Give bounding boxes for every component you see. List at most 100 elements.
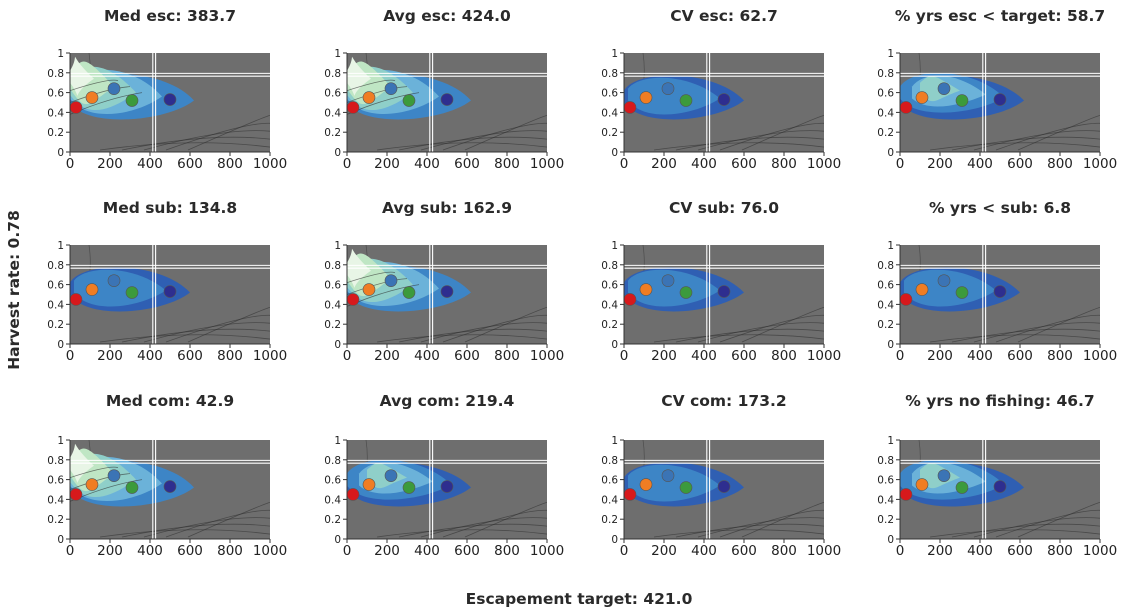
- x-tick-label: 800: [771, 348, 797, 364]
- y-tick-label: 1: [611, 240, 618, 252]
- y-tick-label: 0.6: [601, 280, 618, 292]
- y-tick-label: 0.6: [877, 88, 894, 100]
- contour-line: [741, 501, 824, 538]
- x-tick-label: 1000: [530, 348, 564, 364]
- data-point: [125, 286, 139, 299]
- x-tick-label: 200: [97, 543, 123, 559]
- y-tick-label: 0.2: [601, 319, 618, 331]
- data-point: [70, 488, 83, 501]
- y-tick-label: 1: [57, 48, 64, 60]
- x-tick-label: 800: [217, 348, 243, 364]
- x-tick-label: 800: [217, 156, 243, 172]
- data-point: [440, 285, 454, 298]
- x-tick-label: 800: [771, 156, 797, 172]
- contour-line: [719, 122, 824, 151]
- plot-area: [347, 440, 547, 539]
- data-point: [661, 274, 675, 287]
- x-tick-label: 400: [137, 348, 163, 364]
- data-point: [679, 286, 693, 299]
- data-point: [915, 91, 929, 104]
- contour-line: [165, 314, 270, 343]
- contour-line: [741, 306, 824, 343]
- y-tick-label: 0.2: [47, 319, 64, 331]
- contour-line: [398, 523, 547, 538]
- data-point: [362, 283, 376, 296]
- y-tick-label: 0.2: [877, 319, 894, 331]
- y-tick-label: 0.2: [877, 127, 894, 139]
- x-tick-label: 800: [217, 543, 243, 559]
- data-point: [163, 480, 177, 493]
- y-tick-label: 0.4: [877, 494, 894, 506]
- data-point: [107, 82, 121, 95]
- y-tick-label: 0.4: [324, 494, 341, 506]
- x-tick-label: 600: [1007, 156, 1033, 172]
- x-tick-label: 400: [967, 156, 993, 172]
- data-point: [624, 293, 637, 306]
- data-point: [70, 293, 83, 306]
- data-point: [163, 93, 177, 106]
- data-point: [347, 293, 360, 306]
- contour-line: [442, 509, 547, 538]
- y-tick-label: 0.6: [877, 475, 894, 487]
- contour-line: [442, 314, 547, 343]
- x-tick-label: 600: [454, 543, 480, 559]
- x-tick-label: 400: [137, 543, 163, 559]
- contour-line: [70, 79, 119, 92]
- y-tick-label: 0: [334, 147, 341, 159]
- data-point: [993, 93, 1007, 106]
- y-tick-label: 0.2: [324, 127, 341, 139]
- panel: Med esc: 383.7 0 0.2 0.4 0.6 0.8 1 0 200 400 600 80…: [47, 7, 287, 172]
- contour-line: [675, 328, 824, 343]
- plot-area: [624, 245, 824, 344]
- contour-line: [697, 322, 824, 343]
- x-tick-label: 600: [731, 156, 757, 172]
- x-tick-label: 800: [1047, 348, 1073, 364]
- data-point: [362, 478, 376, 491]
- plot-area: [70, 245, 270, 344]
- data-point: [70, 101, 83, 114]
- x-tick-label: 1000: [530, 543, 564, 559]
- y-tick-label: 0: [334, 339, 341, 351]
- x-tick-label: 800: [494, 348, 520, 364]
- x-tick-label: 400: [414, 543, 440, 559]
- panel: % yrs esc < target: 58.7 0 0.2 0.4 0.6 0.8 1 0 2…: [877, 7, 1117, 172]
- x-tick-label: 600: [1007, 348, 1033, 364]
- data-point: [937, 469, 951, 482]
- y-tick-label: 0.4: [47, 107, 64, 119]
- data-point: [639, 283, 653, 296]
- y-tick-label: 1: [611, 48, 618, 60]
- y-tick-label: 0.8: [601, 260, 618, 272]
- y-tick-label: 0.6: [324, 88, 341, 100]
- panel-title: Avg com: 219.4: [380, 392, 515, 410]
- data-point: [384, 82, 398, 95]
- data-point: [85, 478, 99, 491]
- y-tick-label: 0: [887, 147, 894, 159]
- y-tick-label: 0.8: [47, 260, 64, 272]
- y-tick-label: 0.2: [324, 319, 341, 331]
- x-tick-label: 600: [177, 348, 203, 364]
- y-tick-label: 0.8: [877, 68, 894, 80]
- data-point: [440, 480, 454, 493]
- y-tick-label: 0.8: [324, 260, 341, 272]
- data-point: [900, 101, 913, 114]
- data-point: [915, 478, 929, 491]
- data-point: [900, 293, 913, 306]
- contour-line: [70, 466, 119, 479]
- y-tick-label: 0.4: [47, 299, 64, 311]
- y-tick-label: 1: [334, 240, 341, 252]
- data-point: [661, 82, 675, 95]
- y-tick-label: 1: [57, 240, 64, 252]
- contour-line: [70, 473, 131, 490]
- data-point: [955, 286, 969, 299]
- data-point: [85, 91, 99, 104]
- panel-title: Avg esc: 424.0: [383, 7, 511, 25]
- panel: CV sub: 76.0 0 0.2 0.4 0.6 0.8 1 0 200 400 600 800 1…: [601, 199, 841, 364]
- y-tick-label: 0: [887, 534, 894, 546]
- y-tick-label: 0.4: [877, 299, 894, 311]
- y-tick-label: 0.4: [47, 494, 64, 506]
- data-point: [107, 469, 121, 482]
- plot-area: [347, 245, 547, 344]
- x-tick-label: 200: [97, 156, 123, 172]
- y-tick-label: 1: [57, 435, 64, 447]
- contour-line: [121, 136, 270, 151]
